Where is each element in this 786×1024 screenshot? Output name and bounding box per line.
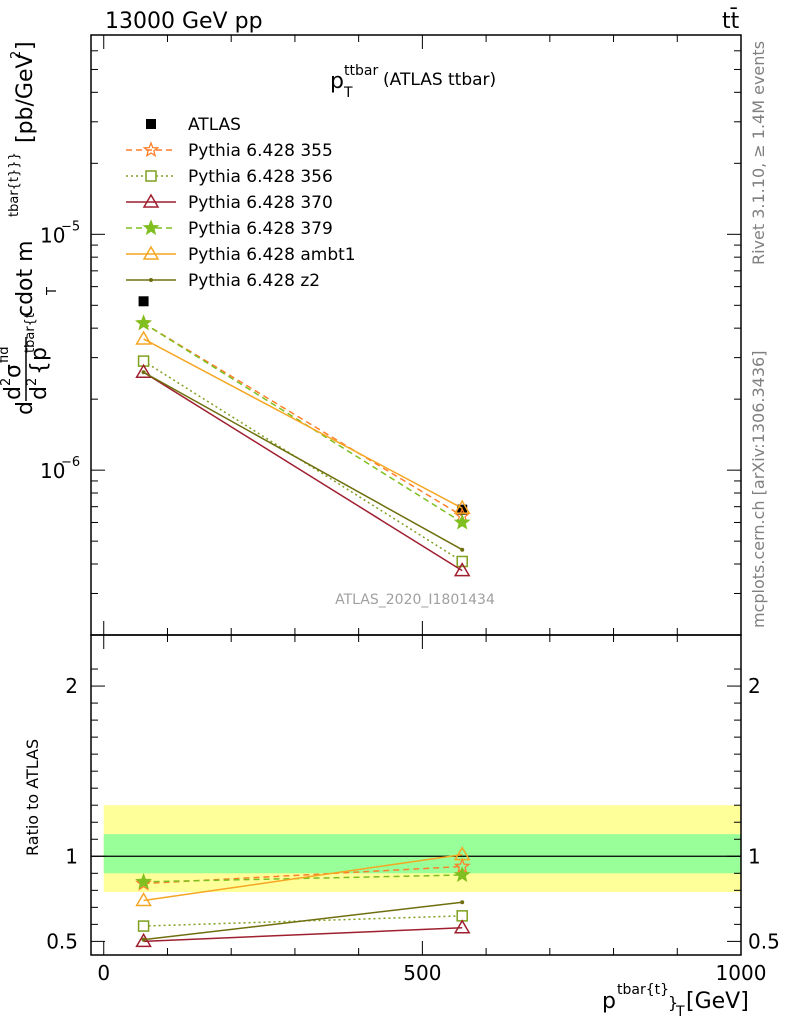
ylabel-fid: fid [0,347,12,363]
ratio-plot-frame [90,634,742,956]
ratio-xtick-label: 500 [403,961,441,985]
ratio-point-z2 [460,900,465,905]
legend-label-z2: Pythia 6.428 z2 [188,271,320,291]
ratio-line-p356 [143,915,463,927]
point-p370 [453,562,471,577]
main-ytick-label-exp: −6 [61,455,80,470]
ratio-series-layer [135,846,471,948]
legend-label-ATLAS: ATLAS [188,115,241,135]
ratio-xtick-label: 1000 [716,961,767,985]
legend-marker-p379 [142,219,160,236]
ylabel-unit-end: ] [13,41,38,50]
xlabel-sub: T [675,1004,685,1020]
title-subscript: T [343,85,353,101]
ylabel-cdot: cdot m [13,240,38,317]
title-base: p [330,69,344,94]
point-ATLAS [138,296,149,307]
ylabel-unit-sq: 2 [9,51,24,59]
ratio-point-z2 [141,937,146,942]
rivet-version-label: Rivet 3.1.10, ≥ 1.4M events [749,41,768,265]
ratio-line-z2 [143,901,463,941]
main-ytick-label-base: 10 [40,459,65,483]
legend-label-p355: Pythia 6.428 355 [188,141,333,161]
ratio-ytick-label: 0.5 [46,929,78,953]
ylabel-d: d [13,401,38,415]
ylabel-num-sq: 2 [0,378,14,386]
ratio-point-p356 [137,920,150,932]
ylabel-tbar: tbar{t [23,313,38,353]
ylabel-T: T [45,287,60,296]
ylabel-den-sq: 2 [25,378,40,386]
ratio-point-p379 [453,866,471,883]
legend: ATLAS Pythia 6.428 355 Pythia 6.428 356 Pyt… [126,115,356,291]
legend-marker-p356 [145,170,157,182]
plot-title: p ttbar T (ATLAS ttbar) [330,63,496,101]
mcplots-label: mcplots.cern.ch [arXiv:1306.3436] [749,351,768,628]
main-series-layer [135,296,471,577]
ratio-point-ambt1 [135,892,152,907]
point-p379 [453,513,471,530]
point-z2 [141,370,146,375]
ratio-ytick-label-right: 1 [748,844,761,868]
legend-label-p379: Pythia 6.428 379 [188,219,333,239]
legend-marker-ATLAS [146,119,156,129]
legend-marker-ambt1 [142,245,160,260]
analysis-watermark: ATLAS_2020_I1801434 [335,592,495,608]
xlabel-brace: } [668,993,678,1012]
ratio-point-p379 [135,872,152,889]
ylabel-p: {p [27,347,52,375]
band-inner [103,834,741,874]
xlabel-unit: [GeV] [686,989,749,1014]
title-suffix: (ATLAS ttbar) [383,70,496,90]
ratio-ytick-label: 1 [65,844,78,868]
legend-marker-p355 [142,141,160,158]
main-ytick-label-exp: −5 [61,219,80,234]
process-label: tt̄ [722,8,740,34]
series-line-z2 [143,371,463,551]
legend-label-p370: Pythia 6.428 370 [188,193,333,213]
ratio-line-ambt1 [143,853,463,902]
main-ytick-label-base: 10 [40,223,65,247]
ratio-line-p379 [143,874,463,883]
series-line-p379 [143,322,463,524]
xlabel-p: p [602,989,616,1014]
legend-label-ambt1: Pythia 6.428 ambt1 [188,245,356,265]
ratio-y-axis-label: Ratio to ATLAS [23,739,42,856]
legend-marker-z2 [149,278,153,282]
ratio-uncertainty-bands [91,805,741,893]
ratio-point-p370 [135,932,152,948]
ratio-line-p370 [143,927,463,943]
ratio-xtick-label: 0 [97,961,110,985]
ratio-ytick-label: 2 [65,674,78,698]
point-z2 [460,547,465,552]
ylabel-d-den: d [27,386,52,400]
series-line-p355 [143,322,463,517]
series-line-ambt1 [143,338,463,509]
legend-marker-p370 [142,193,160,208]
ylabel-unit: [pb/GeV [13,53,38,143]
ratio-ytick-label-right: 2 [748,674,761,698]
ratio-point-ambt1 [453,846,471,861]
x-axis-label: p tbar{t} } T [GeV] [602,982,749,1020]
ylabel-msup: tbar{t}}} [7,152,22,217]
point-p356 [456,555,468,568]
ratio-point-p370 [453,919,471,934]
collision-label: 13000 GeV pp [105,9,263,34]
point-p379 [135,314,152,331]
point-ambt1 [453,499,471,514]
series-line-p370 [143,371,463,572]
title-superscript: ttbar [344,63,378,79]
ylabel-sigma: σ [1,364,26,378]
ylabel-d-num: d [1,386,26,400]
point-ambt1 [135,330,152,345]
ratio-axis-ticks: 0 500 1000 0.5 0.5 1 1 2 2 [46,635,780,985]
legend-label-p356: Pythia 6.428 356 [188,167,333,187]
main-y-axis-label: d d 2 σ fid d 2 {p tbar{t T cdot m tbar{… [0,41,60,415]
ratio-ytick-label-right: 0.5 [748,929,780,953]
xlabel-sup: tbar{t} [617,982,669,998]
point-p370 [135,363,152,379]
